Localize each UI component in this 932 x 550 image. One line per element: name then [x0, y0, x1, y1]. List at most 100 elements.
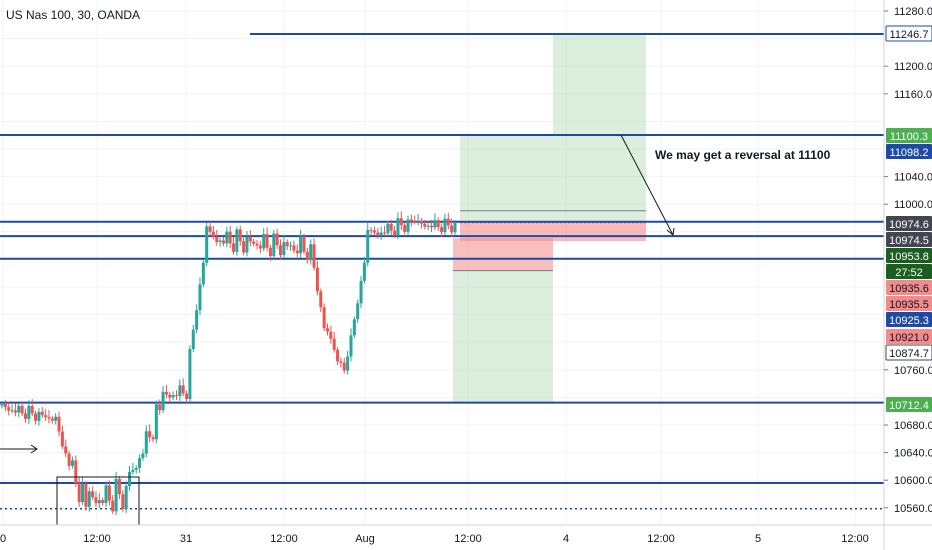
candle-body — [31, 406, 34, 413]
candle-body — [336, 350, 339, 361]
price-badge-label: 10712.4 — [889, 400, 929, 412]
candle-body — [222, 241, 225, 244]
candle-body — [433, 220, 436, 227]
candle-body — [182, 385, 185, 393]
x-tick-label: 0 — [0, 533, 6, 545]
candle-body — [128, 472, 131, 486]
candle-body — [138, 458, 141, 468]
candle-body — [21, 406, 24, 414]
candle-body — [125, 486, 128, 509]
x-tick-label: 5 — [755, 533, 761, 545]
candle-body — [427, 226, 430, 227]
x-tick-label: 12:00 — [83, 533, 111, 545]
candle-body — [118, 479, 121, 494]
candle-body — [162, 392, 165, 410]
y-tick-label: 10600.0 — [894, 475, 932, 487]
candle-body — [1, 404, 4, 406]
candle-body — [437, 220, 440, 227]
candle-body — [366, 230, 369, 263]
candle-body — [195, 310, 198, 329]
candle-body — [413, 221, 416, 222]
y-tick-label: 11000.0 — [894, 199, 932, 211]
x-tick-label: 12:00 — [454, 533, 482, 545]
candle-body — [7, 407, 10, 411]
candle-body — [152, 437, 155, 439]
candle-body — [245, 237, 248, 253]
candle-body — [172, 395, 175, 397]
candle-body — [141, 454, 144, 459]
candle-body — [417, 221, 420, 222]
candle-body — [27, 406, 30, 419]
candle-body — [94, 497, 97, 503]
candle-body — [396, 218, 399, 235]
candle-body — [155, 404, 158, 439]
candle-body — [363, 263, 366, 281]
price-badge-label: 27:52 — [895, 267, 923, 279]
x-tick-label: 12:00 — [841, 533, 869, 545]
candle-body — [276, 234, 279, 246]
price-badge-label: 10953.8 — [889, 251, 929, 263]
candle-body — [47, 417, 50, 419]
annotation-text: We may get a reversal at 11100 — [655, 148, 830, 162]
candle-body — [209, 226, 212, 231]
candle-body — [447, 219, 450, 226]
candle-body — [329, 332, 332, 339]
candle-body — [198, 284, 201, 310]
candle-body — [373, 230, 376, 232]
y-tick-label: 10560.0 — [894, 503, 932, 515]
candle-body — [269, 248, 272, 256]
x-tick-label: 12:00 — [647, 533, 675, 545]
candle-body — [121, 494, 124, 509]
candle-body — [282, 242, 285, 255]
candle-body — [323, 307, 326, 328]
short-target-zone — [460, 135, 646, 222]
candle-body — [266, 234, 269, 248]
candle-body — [225, 232, 228, 244]
candle-body — [239, 229, 242, 241]
candle-body — [450, 226, 453, 233]
y-tick-label: 10760.0 — [894, 365, 932, 377]
candle-body — [4, 404, 7, 407]
candle-body — [353, 319, 356, 335]
candle-body — [64, 446, 67, 453]
y-tick-label: 10640.0 — [894, 448, 932, 460]
long-target-zone — [453, 271, 553, 403]
candle-body — [306, 252, 309, 260]
candle-body — [242, 241, 245, 253]
candle-body — [24, 413, 27, 419]
candle-body — [168, 395, 171, 398]
candle-body — [326, 328, 329, 331]
candle-body — [383, 233, 386, 234]
price-badge-label: 10925.3 — [889, 315, 929, 327]
candle-body — [188, 349, 191, 399]
candle-body — [420, 221, 423, 224]
price-badge-label: 10974.5 — [889, 235, 929, 247]
candle-body — [346, 357, 349, 371]
x-tick-label: Aug — [355, 533, 375, 545]
candle-body — [84, 484, 87, 507]
candle-body — [423, 224, 426, 227]
candle-body — [14, 410, 17, 412]
candle-body — [443, 219, 446, 233]
candle-body — [205, 226, 208, 262]
candle-body — [135, 468, 138, 470]
candle-body — [376, 233, 379, 235]
candle-body — [145, 431, 148, 453]
y-tick-label: 11200.0 — [894, 61, 932, 73]
candle-body — [34, 413, 37, 420]
candle-body — [105, 485, 108, 503]
candle-body — [11, 410, 14, 411]
candle-body — [386, 224, 389, 234]
candle-body — [430, 226, 433, 228]
price-badge-label: 10874.7 — [889, 348, 929, 360]
candle-body — [390, 224, 393, 231]
candle-body — [403, 225, 406, 232]
candle-body — [115, 479, 118, 512]
candle-body — [58, 417, 61, 432]
candle-body — [78, 483, 81, 502]
candle-body — [44, 415, 47, 417]
candle-body — [299, 237, 302, 254]
candle-body — [454, 223, 457, 233]
price-badge-label: 10921.0 — [889, 332, 929, 344]
